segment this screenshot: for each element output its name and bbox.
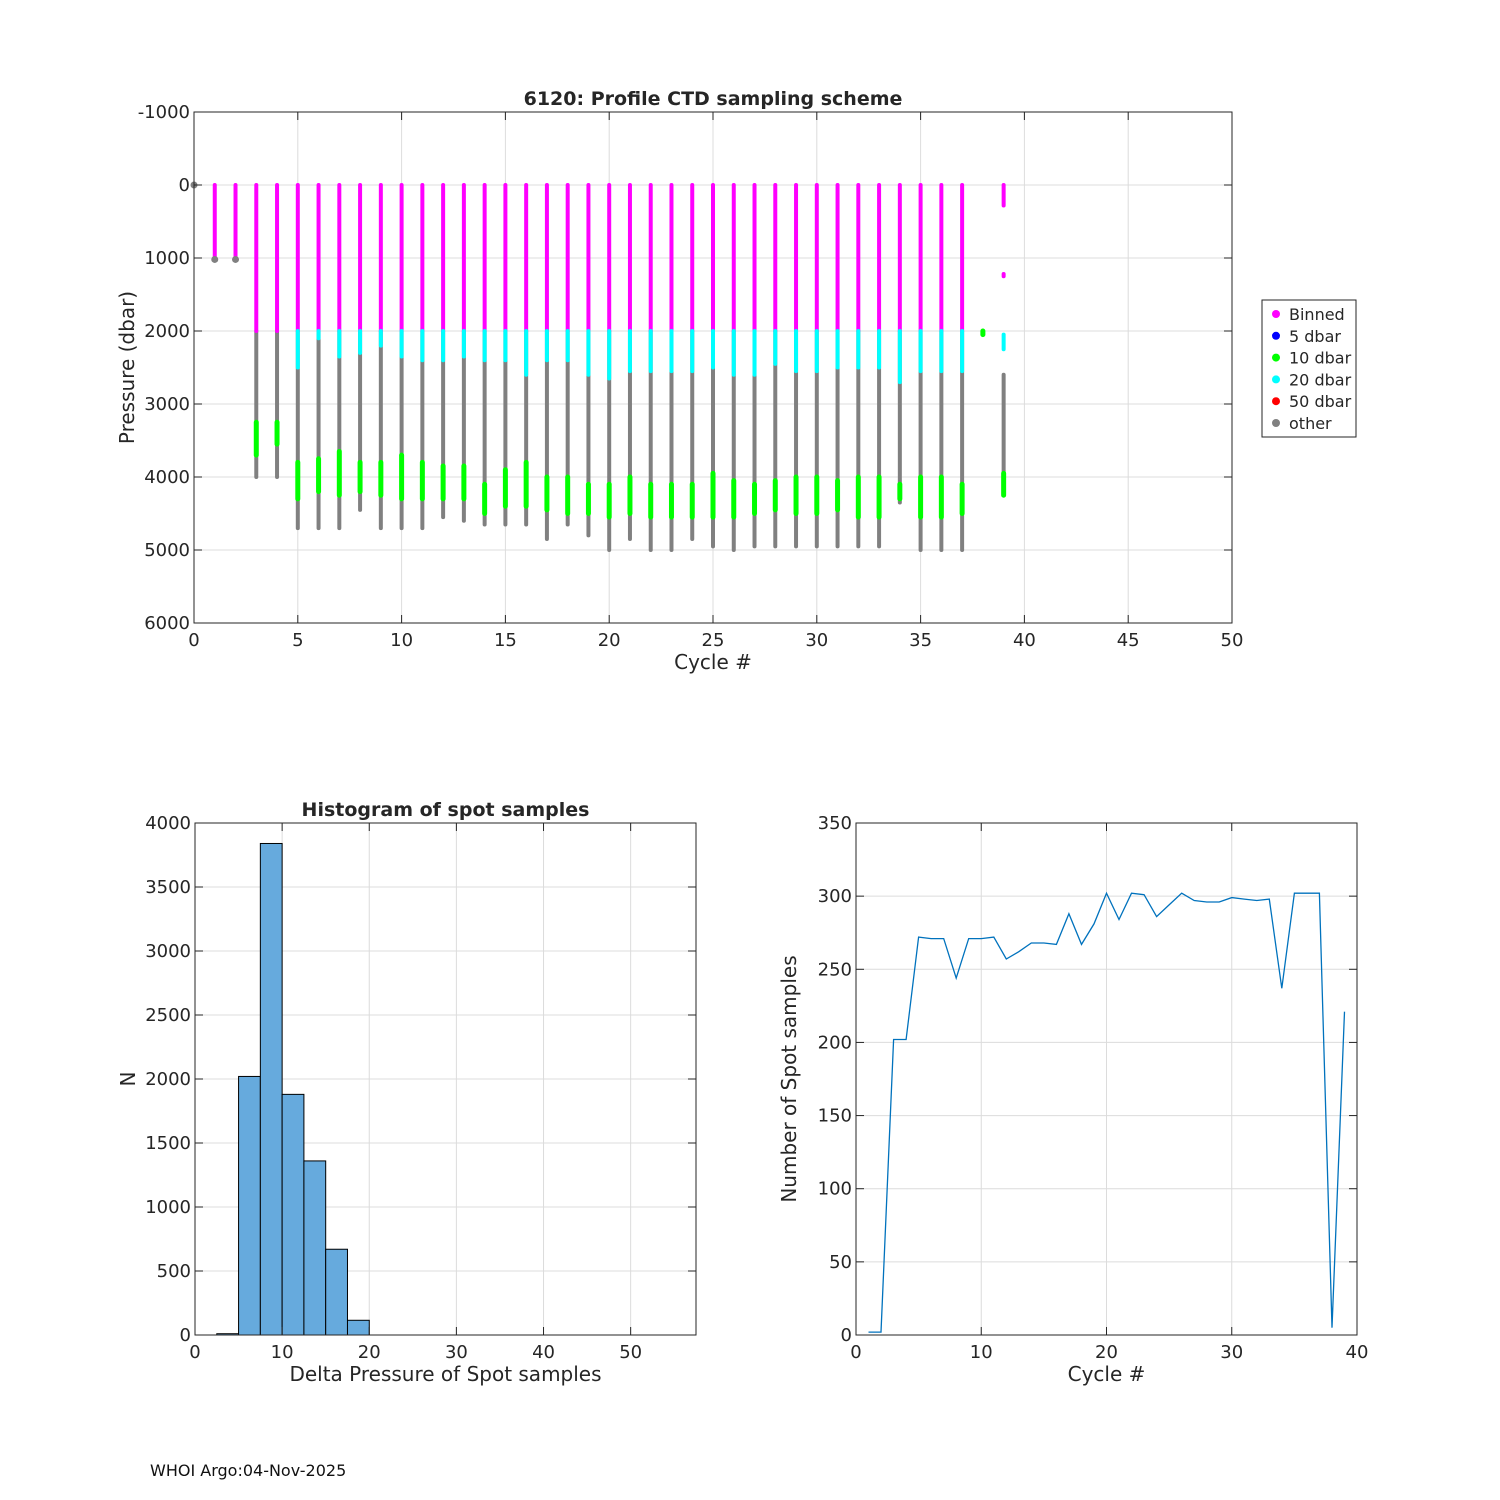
legend-marker: [1272, 375, 1280, 384]
histogram-x-tick-label: 20: [358, 1342, 381, 1363]
profile-y-tick-label: 1000: [144, 248, 190, 269]
spotcount-x-tick-label: 40: [1346, 1342, 1369, 1363]
histogram-x-tick-label: 50: [619, 1342, 642, 1363]
profile-x-tick-label: 15: [494, 630, 517, 651]
spotcount-y-tick-label: 200: [818, 1032, 852, 1053]
legend-label: 20 dbar: [1289, 370, 1352, 389]
profile-x-tick-label: 50: [1221, 630, 1244, 651]
profile-x-tick-label: 35: [909, 630, 932, 651]
profile-x-tick-label: 45: [1117, 630, 1140, 651]
spotcount-x-tick-label: 10: [970, 1342, 993, 1363]
spotcount-y-tick-label: 150: [818, 1106, 852, 1127]
footer-stamp: WHOI Argo:04-Nov-2025: [150, 1461, 347, 1480]
spotcount-y-tick-label: 300: [818, 886, 852, 907]
histogram-y-tick-label: 1500: [145, 1133, 191, 1154]
profile-x-axis-label: Cycle #: [674, 650, 752, 674]
histogram-y-tick-label: 4000: [145, 813, 191, 834]
histogram-y-axis-label: N: [116, 1072, 140, 1087]
profile-x-tick-label: 40: [1013, 630, 1036, 651]
legend-marker: [1272, 331, 1280, 340]
histogram-x-tick-label: 40: [532, 1342, 555, 1363]
legend-marker: [1272, 419, 1280, 427]
histogram-x-tick-label: 10: [271, 1342, 294, 1363]
histogram-bar: [325, 1248, 348, 1336]
histogram-y-tick-label: 3500: [145, 877, 191, 898]
legend-box: [1261, 299, 1357, 438]
profile-x-tick-label: 5: [292, 630, 303, 651]
histogram-y-tick-label: 500: [157, 1261, 191, 1282]
profile-y-axis-label: Pressure (dbar): [115, 291, 139, 444]
legend-marker: [1272, 397, 1280, 406]
histogram-x-axis-label: Delta Pressure of Spot samples: [289, 1362, 601, 1386]
spotcount-series-line: [868, 891, 1346, 1333]
spotcount-x-tick-label: 20: [1095, 1342, 1118, 1363]
histogram-y-tick-label: 2500: [145, 1005, 191, 1026]
spotcount-y-tick-label: 100: [818, 1179, 852, 1200]
histogram-bar: [346, 1319, 370, 1336]
profile-x-tick-label: 10: [390, 630, 413, 651]
profile-x-tick-label: 30: [805, 630, 828, 651]
legend-label: 10 dbar: [1289, 349, 1352, 368]
spotcount-x-tick-label: 0: [850, 1342, 861, 1363]
legend-label: Binned: [1289, 305, 1345, 324]
profile-y-tick-label: -1000: [138, 102, 190, 123]
spotcount-x-axis-label: Cycle #: [1068, 1362, 1146, 1386]
profile-point: [211, 255, 219, 263]
profile-x-tick-label: 25: [702, 630, 725, 651]
profile-title: 6120: Profile CTD sampling scheme: [524, 88, 903, 110]
profile-y-tick-label: 6000: [144, 613, 190, 634]
histogram-x-tick-label: 0: [189, 1342, 200, 1363]
histogram-x-tick-label: 30: [445, 1342, 468, 1363]
profile-point: [232, 255, 240, 263]
histogram-y-tick-label: 1000: [145, 1197, 191, 1218]
profile-y-tick-label: 0: [179, 175, 190, 196]
spotcount-y-tick-label: 0: [841, 1325, 852, 1346]
legend-label: 50 dbar: [1289, 392, 1352, 411]
spotcount-y-tick-label: 350: [818, 813, 852, 834]
legend-marker: [1272, 310, 1280, 318]
profile-y-tick-label: 2000: [144, 321, 190, 342]
spotcount-y-tick-label: 50: [829, 1252, 852, 1273]
histogram-y-tick-label: 2000: [145, 1069, 191, 1090]
profile-x-tick-label: 0: [188, 630, 199, 651]
profile-x-tick-label: 20: [598, 630, 621, 651]
profile-y-tick-label: 5000: [144, 540, 190, 561]
spotcount-y-axis-label: Number of Spot samples: [777, 955, 801, 1202]
histogram-bar: [259, 842, 283, 1336]
profile-y-tick-label: 3000: [144, 394, 190, 415]
histogram-bar: [238, 1075, 261, 1336]
legend-marker: [1272, 353, 1280, 362]
histogram-title: Histogram of spot samples: [302, 799, 590, 821]
histogram-y-tick-label: 0: [180, 1325, 191, 1346]
histogram-y-tick-label: 3000: [145, 941, 191, 962]
legend-label: 5 dbar: [1289, 327, 1341, 346]
profile-y-tick-label: 4000: [144, 467, 190, 488]
spotcount-x-tick-label: 30: [1220, 1342, 1243, 1363]
histogram-bar: [281, 1093, 305, 1336]
spotcount-y-tick-label: 250: [818, 959, 852, 980]
histogram-bar: [303, 1160, 327, 1336]
legend-label: other: [1289, 414, 1332, 433]
